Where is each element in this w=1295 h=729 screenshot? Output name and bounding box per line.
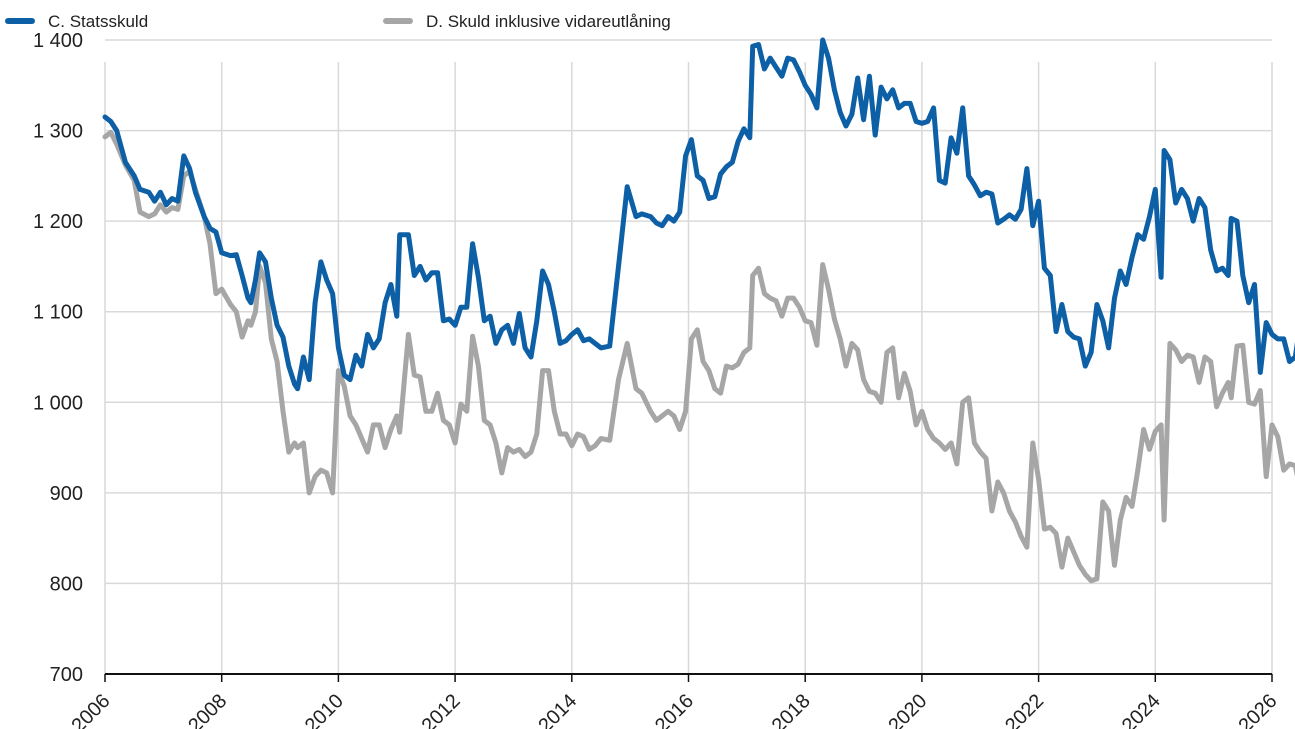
- legend: C. Statsskuld D. Skuld inklusive vidareu…: [5, 12, 671, 31]
- x-tick-label: 2014: [534, 690, 581, 729]
- y-tick-label: 1 400: [33, 30, 83, 52]
- series-line-skuld-vidareutlaning: [102, 129, 1295, 584]
- x-tick-label: 2024: [1118, 690, 1165, 729]
- x-tick-label: 2016: [651, 690, 698, 729]
- legend-label-statsskuld: C. Statsskuld: [48, 12, 148, 31]
- y-tick-label: 1 200: [33, 211, 83, 233]
- legend-label-skuld-vidareutlaning: D. Skuld inklusive vidareutlåning: [426, 12, 671, 31]
- legend-item-statsskuld[interactable]: C. Statsskuld: [5, 12, 148, 31]
- y-tick-label: 1 000: [33, 392, 83, 414]
- x-tick-label: 2008: [184, 690, 231, 729]
- y-tick-label: 1 100: [33, 302, 83, 324]
- x-tick-label: 2012: [418, 690, 465, 729]
- y-tick-label: 900: [50, 483, 83, 505]
- x-tick-label: 2010: [301, 690, 348, 729]
- series-layer: [102, 37, 1295, 584]
- x-tick-label: 2006: [68, 690, 115, 729]
- series-line-statsskuld: [102, 37, 1295, 392]
- axes: 700 800 900 1 000 1 100 1 200 1 300 1 400 2006 20…: [33, 30, 1282, 729]
- x-tick-label: 2020: [884, 690, 931, 729]
- x-tick-label: 2022: [1001, 690, 1048, 729]
- legend-item-skuld-vidareutlaning[interactable]: D. Skuld inklusive vidareutlåning: [383, 12, 671, 31]
- x-tick-label: 2018: [768, 690, 815, 729]
- x-tick-label: 2026: [1235, 690, 1282, 729]
- y-tick-label: 1 300: [33, 121, 83, 143]
- y-tick-label: 800: [50, 573, 83, 595]
- y-tick-label: 700: [50, 664, 83, 686]
